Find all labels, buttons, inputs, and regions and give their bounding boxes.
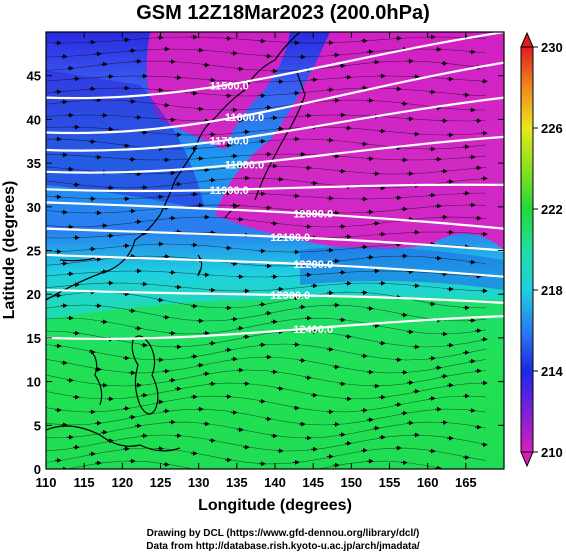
contour-line	[46, 227, 504, 252]
streamline	[46, 343, 487, 361]
streamline	[46, 330, 487, 348]
x-tick-label: 150	[340, 475, 362, 490]
contour-label: 12000.0	[293, 208, 333, 220]
y-tick-label: 0	[34, 462, 41, 477]
x-tick-label: 115	[74, 475, 95, 490]
contour-label: 11900.0	[210, 185, 249, 197]
coastlines	[46, 32, 306, 452]
streamline	[46, 356, 487, 374]
contour-line	[46, 32, 504, 100]
streamline	[46, 460, 447, 469]
streamline	[46, 204, 487, 214]
streamline	[46, 87, 487, 97]
y-tick-label: 10	[27, 375, 41, 390]
x-axis: 110 115 120 125 130 135 140 145 150 155 160 165	[36, 32, 477, 490]
streamline	[46, 36, 487, 44]
x-tick-label: 125	[150, 475, 172, 490]
y-axis: 0 5 10 15 20 25 30 35 40 45	[27, 69, 504, 477]
y-tick-label: 35	[27, 156, 41, 171]
x-tick-label: 160	[417, 475, 439, 490]
coastline-segment	[131, 335, 159, 415]
contour-label: 12100.0	[270, 232, 310, 244]
streamline	[46, 177, 487, 189]
y-tick-label: 15	[27, 331, 41, 346]
x-axis-label: Longitude (degrees)	[198, 497, 352, 514]
colorbar-label: 210	[541, 445, 563, 460]
streamline	[46, 138, 487, 150]
y-axis-label: Latitude (degrees)	[1, 181, 18, 320]
contour-label: 11800.0	[225, 160, 264, 172]
y-tick-label: 40	[27, 112, 41, 127]
contour-line	[46, 61, 504, 135]
y-tick-label: 20	[27, 287, 41, 302]
coastline-segment	[46, 32, 301, 301]
streamline	[46, 192, 487, 200]
colorbar-label: 214	[541, 364, 563, 379]
colorbar-label: 218	[541, 283, 563, 298]
credit-data-source: Data from http://database.rish.kyoto-u.a…	[146, 541, 420, 552]
map-title: GSM 12Z18Mar2023 (200.0hPa)	[136, 2, 430, 24]
x-tick-label: 145	[302, 475, 324, 490]
colorbar: 210 214 218 222 226 230	[520, 31, 563, 468]
streamline	[46, 434, 487, 452]
contour-label: 11600.0	[225, 112, 264, 124]
y-tick-label: 30	[27, 200, 41, 215]
colorbar-label: 230	[541, 40, 563, 55]
colorbar-label: 226	[541, 121, 563, 136]
streamline	[46, 153, 487, 161]
streamline	[46, 382, 487, 400]
y-tick-label: 25	[27, 244, 41, 259]
streamline	[46, 75, 487, 83]
colorbar-label: 222	[541, 202, 563, 217]
streamline	[46, 126, 487, 136]
x-tick-label: 155	[379, 475, 401, 490]
x-tick-label: 135	[226, 475, 248, 490]
coastline-segment	[254, 69, 306, 201]
streamline	[46, 447, 487, 465]
contour-line	[46, 183, 504, 193]
credit-drawing: Drawing by DCL (https://www.gfd-dennou.o…	[146, 528, 420, 539]
contour-line	[46, 253, 504, 278]
streamline	[46, 395, 487, 413]
coastline-segment	[59, 257, 96, 262]
contour-line	[46, 135, 504, 174]
streamline	[46, 255, 487, 267]
contour-label: 11700.0	[210, 136, 249, 148]
contour-label: 12400.0	[293, 324, 333, 336]
streamline	[46, 304, 487, 322]
x-tick-label: 120	[111, 475, 133, 490]
contour-line	[46, 96, 504, 152]
streamline	[46, 408, 487, 426]
x-tick-label: 165	[455, 475, 477, 490]
streamline	[46, 99, 487, 111]
coastline-segment	[89, 349, 103, 406]
x-tick-label: 130	[188, 475, 210, 490]
x-tick-label: 110	[36, 475, 57, 490]
y-tick-label: 5	[34, 418, 41, 433]
coastline-segment	[46, 425, 181, 452]
height-contours: 11500.0 11600.0 11700.0 11800.0 11900.0 12000…	[46, 32, 504, 341]
contour-line	[46, 201, 504, 230]
contour-label: 12300.0	[270, 290, 310, 302]
x-tick-label: 140	[264, 475, 286, 490]
contour-line	[46, 288, 504, 304]
contour-line	[46, 315, 504, 341]
contour-label: 12200.0	[293, 259, 333, 271]
contour-label: 11500.0	[210, 80, 249, 92]
y-tick-label: 45	[27, 69, 41, 84]
streamline	[46, 282, 487, 292]
